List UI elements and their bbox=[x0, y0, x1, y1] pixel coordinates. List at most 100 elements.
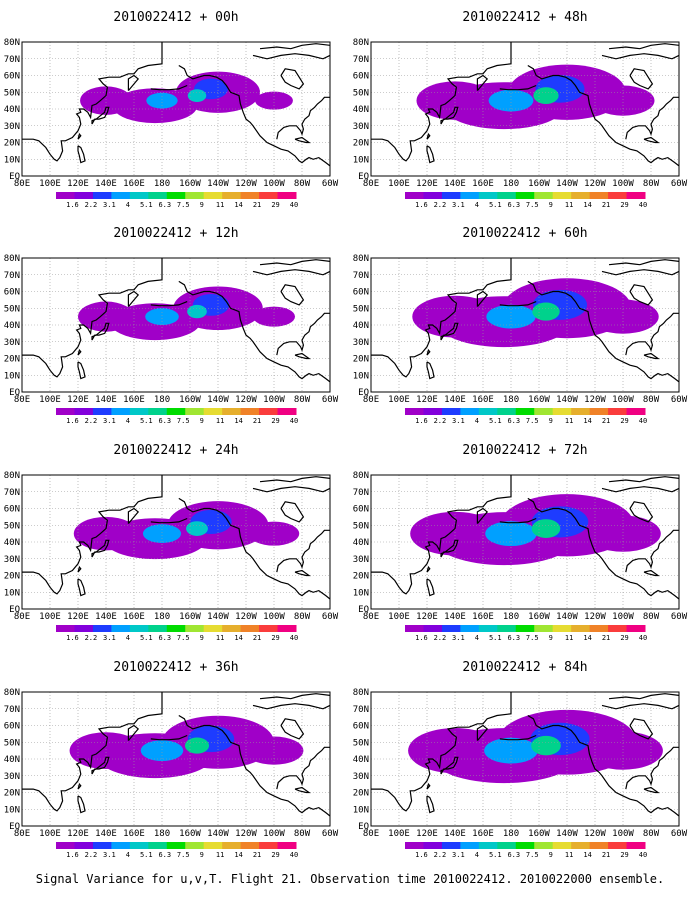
lat-tick-label: 30N bbox=[353, 772, 369, 782]
coastline bbox=[440, 106, 459, 125]
colorbar-swatch bbox=[608, 625, 628, 632]
colorbar-swatch bbox=[608, 842, 628, 849]
colorbar-swatch bbox=[626, 408, 646, 415]
coastline bbox=[608, 693, 679, 700]
panel-title: 2010022412 + 00h bbox=[113, 10, 238, 25]
colorbar-label: 3.1 bbox=[103, 201, 116, 209]
colorbar-swatch bbox=[441, 408, 461, 415]
colorbar-label: 11 bbox=[565, 417, 573, 425]
map-frame bbox=[21, 257, 331, 393]
colorbar-label: 2.2 bbox=[434, 201, 447, 209]
map-panel: 2010022412 + 84h 80N 70N 60N 50N 40N 30N 20N 10N… bbox=[353, 660, 688, 859]
colorbar-label: 9 bbox=[549, 201, 553, 209]
lon-tick-label: 160W bbox=[179, 395, 201, 405]
coastline bbox=[276, 96, 330, 140]
lat-tick-label: 30N bbox=[353, 555, 369, 565]
colorbar-swatch bbox=[497, 408, 517, 415]
colorbar-swatch bbox=[589, 625, 609, 632]
lon-tick-label: 100E bbox=[388, 612, 410, 622]
lon-tick-label: 80E bbox=[363, 179, 379, 189]
colorbar-label: 7.5 bbox=[177, 851, 190, 859]
panel-title: 2010022412 + 60h bbox=[462, 226, 587, 241]
colorbar-swatch bbox=[552, 842, 572, 849]
coastline bbox=[280, 501, 305, 523]
coastline bbox=[608, 476, 679, 483]
coastline bbox=[178, 64, 330, 167]
lon-tick-label: 140E bbox=[444, 829, 466, 839]
lon-tick-label: 60W bbox=[322, 612, 339, 622]
coastline bbox=[426, 782, 431, 790]
coastline bbox=[77, 145, 86, 164]
colorbar-swatch bbox=[534, 842, 554, 849]
colorbar-label: 40 bbox=[639, 417, 647, 425]
lat-tick-label: 20N bbox=[353, 355, 369, 365]
coastline bbox=[629, 718, 654, 740]
colorbar-label: 6.3 bbox=[158, 851, 171, 859]
colorbar-label: 7.5 bbox=[177, 634, 190, 642]
panel-title: 2010022412 + 24h bbox=[113, 443, 238, 458]
coastline bbox=[178, 280, 330, 383]
lon-tick-label: 120W bbox=[235, 179, 257, 189]
lon-tick-label: 100E bbox=[388, 829, 410, 839]
colorbar-swatch bbox=[589, 842, 609, 849]
lat-tick-label: 80N bbox=[4, 38, 20, 48]
lon-tick-label: 140E bbox=[444, 395, 466, 405]
colorbar-label: 14 bbox=[583, 417, 591, 425]
coastline bbox=[426, 361, 435, 380]
coastline bbox=[259, 43, 330, 50]
lat-tick-label: 40N bbox=[4, 538, 20, 548]
colorbar-swatch bbox=[203, 625, 223, 632]
map-frame bbox=[370, 691, 680, 827]
lon-tick-label: 100E bbox=[388, 179, 410, 189]
lat-tick-label: 20N bbox=[353, 572, 369, 582]
lon-tick-label: 60W bbox=[671, 829, 688, 839]
colorbar-label: 4 bbox=[126, 851, 130, 859]
colorbar-label: 21 bbox=[602, 851, 610, 859]
colorbar-swatch bbox=[129, 192, 149, 199]
lat-tick-label: 10N bbox=[353, 155, 369, 165]
colorbar-swatch bbox=[56, 842, 75, 849]
lat-tick-label: 50N bbox=[353, 521, 369, 531]
colorbar-label: 9 bbox=[200, 417, 204, 425]
colorbar-label: 21 bbox=[253, 201, 261, 209]
coastline bbox=[127, 724, 140, 741]
colorbar-swatch bbox=[277, 192, 297, 199]
colorbar-label: 40 bbox=[639, 851, 647, 859]
variance-contour bbox=[248, 521, 300, 546]
colorbar-label: 29 bbox=[271, 634, 279, 642]
colorbar-label: 5.1 bbox=[489, 201, 502, 209]
variance-contour bbox=[186, 521, 208, 536]
lon-tick-label: 180 bbox=[154, 829, 170, 839]
coastline bbox=[426, 132, 431, 140]
lon-tick-label: 160W bbox=[528, 612, 550, 622]
lon-tick-label: 120W bbox=[584, 829, 606, 839]
lon-tick-label: 80E bbox=[14, 179, 30, 189]
lat-tick-label: EQ bbox=[9, 822, 20, 832]
coastline bbox=[280, 68, 305, 90]
lon-tick-label: 140W bbox=[207, 179, 229, 189]
lon-tick-label: 140W bbox=[207, 829, 229, 839]
colorbar-label: 29 bbox=[620, 417, 628, 425]
coastline bbox=[280, 284, 305, 306]
colorbar-label: 1.6 bbox=[415, 417, 428, 425]
lat-tick-label: 10N bbox=[4, 371, 20, 381]
map-frame bbox=[21, 474, 331, 610]
coastline bbox=[22, 258, 163, 378]
colorbar-swatch bbox=[277, 625, 297, 632]
variance-contour bbox=[591, 85, 655, 116]
lat-tick-label: 40N bbox=[353, 105, 369, 115]
colorbar-swatch bbox=[405, 842, 424, 849]
colorbar-label: 5.1 bbox=[140, 851, 153, 859]
colorbar-swatch bbox=[74, 408, 94, 415]
colorbar-swatch bbox=[203, 192, 223, 199]
colorbar-swatch bbox=[571, 192, 591, 199]
coastline bbox=[77, 132, 82, 140]
colorbar-swatch bbox=[277, 408, 297, 415]
lon-tick-label: 120E bbox=[67, 829, 89, 839]
lat-tick-label: 60N bbox=[353, 505, 369, 515]
coastline bbox=[476, 507, 489, 524]
lon-tick-label: 120E bbox=[67, 612, 89, 622]
colorbar-swatch bbox=[222, 625, 242, 632]
colorbar-swatch bbox=[571, 842, 591, 849]
lat-tick-label: 70N bbox=[4, 55, 20, 65]
